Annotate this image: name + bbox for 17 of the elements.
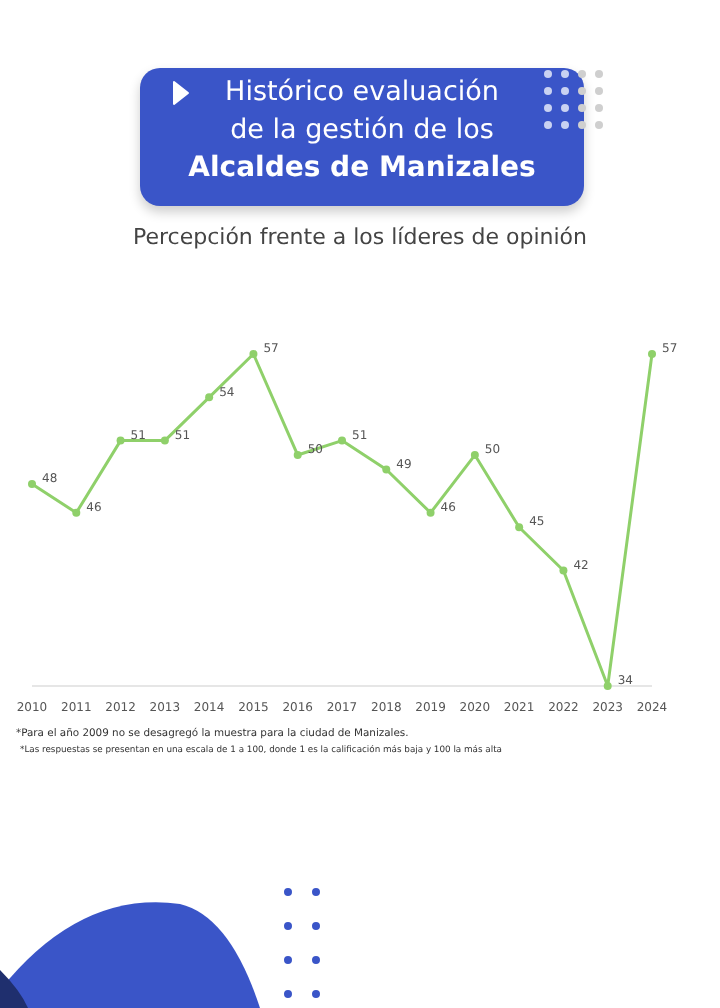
point [249, 350, 258, 358]
point [28, 479, 36, 488]
point [470, 451, 479, 460]
point [515, 523, 524, 532]
chart-subtitle: Percepción frente a los líderes de opinión [131, 224, 589, 250]
point [559, 566, 568, 575]
point [648, 350, 656, 358]
chart-title: Histórico evaluación de la gestión de los Alcaldes de Manizales [186, 74, 538, 188]
point [160, 436, 169, 445]
point [205, 393, 214, 402]
point [382, 465, 391, 474]
point [338, 436, 346, 445]
point [603, 682, 612, 690]
point [293, 451, 302, 460]
point [116, 436, 125, 445]
point [72, 508, 81, 517]
point [426, 508, 435, 517]
